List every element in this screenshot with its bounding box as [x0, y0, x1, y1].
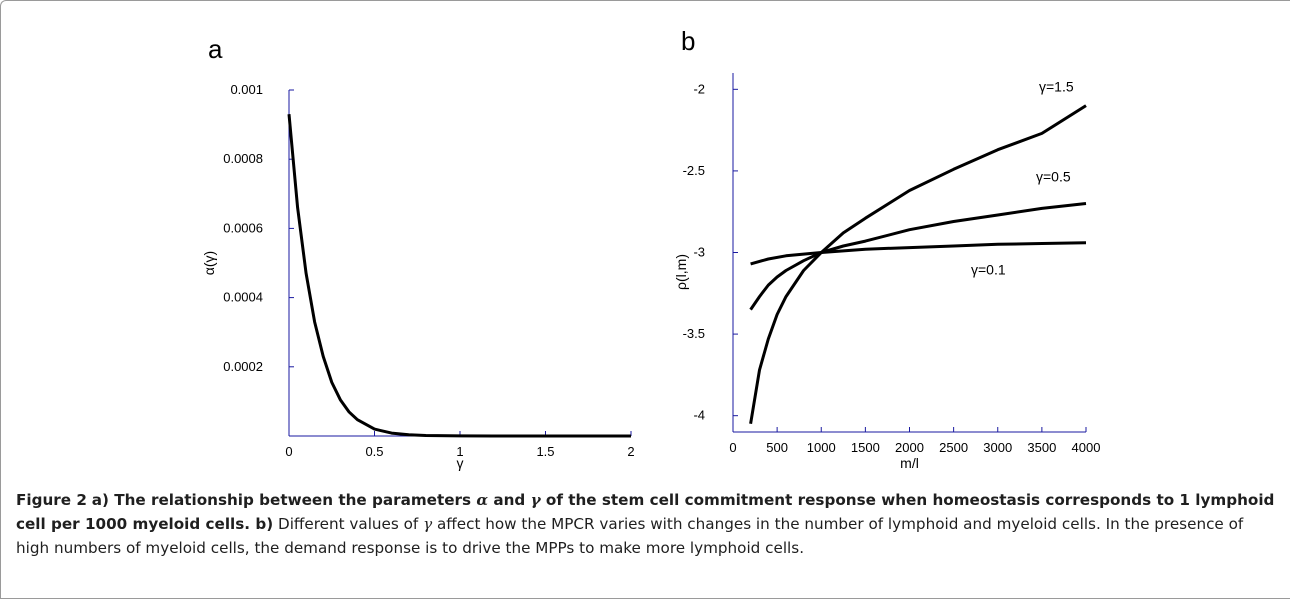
caption-alpha-symbol: α [476, 491, 489, 509]
panel-a-letter: a [208, 34, 223, 64]
caption-part-b-text-2: affect how the MPCR varies with changes … [16, 515, 1244, 557]
caption-part-b-letter: b) [250, 515, 274, 533]
caption-figure-label: Figure 2 [16, 491, 87, 509]
panel-b-x-tick-label: 3000 [983, 440, 1012, 455]
panel-a-y-tick-label: 0.0004 [223, 290, 263, 305]
panel-a-x-tick-label: 0.5 [365, 444, 383, 459]
panel-b-series-label: γ=1.5 [1039, 79, 1074, 95]
panel-a-y-tick-label: 0.0002 [223, 359, 263, 374]
panel-b-y-tick-label: -3 [693, 245, 705, 260]
caption-part-a-letter: a [91, 491, 102, 509]
caption-part-a-text-2: of the stem cell commitment response whe… [16, 491, 1275, 533]
caption-part-b-gamma: γ [423, 515, 433, 533]
panel-b-y-axis-label: ρ(l,m) [673, 254, 689, 290]
panel-b: 0 500 1000 1500 2000 2500 3000 3500 4000 -4 -3.5 -3… [673, 26, 1100, 471]
panel-b-y-tick-label: -4 [693, 408, 705, 423]
panel-a-x-tick-label: 1 [456, 444, 463, 459]
panel-b-x-tick-label: 4000 [1072, 440, 1101, 455]
panel-b-x-axis-label: m/l [900, 455, 919, 471]
caption-part-b-text-1: Different values of [273, 515, 424, 533]
panel-b-x-tick-label: 1500 [851, 440, 880, 455]
panel-b-series-line [750, 241, 1087, 266]
panel-a-x-tick-label: 2 [627, 444, 634, 459]
panel-a-series-line [287, 114, 631, 438]
panel-a-y-tick-label: 0.0006 [223, 220, 263, 235]
panel-b-x-tick-label: 2500 [939, 440, 968, 455]
panel-b-series-label: γ=0.1 [971, 262, 1006, 278]
panel-b-x-tick-label: 1000 [807, 440, 836, 455]
caption-gamma-symbol: γ [530, 491, 541, 509]
panel-a-y-tick-label: 0.001 [230, 82, 263, 97]
caption-part-a-text-1: ) The relationship between the parameter… [102, 491, 477, 509]
panel-b-y-tick-label: -3.5 [683, 326, 705, 341]
panel-a: 0 0.5 1 1.5 2 0.0002 0.0004 0.0006 0.0008 0.001 a… [201, 34, 635, 471]
panel-a-y-axis-label: α(γ) [201, 251, 217, 275]
figure-caption: Figure 2 a) The relationship between the… [16, 488, 1276, 560]
panel-b-x-tick-label: 500 [766, 440, 788, 455]
panel-b-x-tick-label: 0 [729, 440, 736, 455]
caption-and-text: and [488, 491, 531, 509]
panel-b-y-tick-label: -2 [693, 81, 705, 96]
panel-b-x-tick-label: 3500 [1027, 440, 1056, 455]
panel-b-series-label: γ=0.5 [1036, 169, 1071, 185]
panel-b-series-line [749, 202, 1087, 311]
panel-b-letter: b [681, 26, 695, 56]
panel-b-x-tick-label: 2000 [895, 440, 924, 455]
panel-b-y-tick-label: -2.5 [683, 163, 705, 178]
figure-canvas: 0 0.5 1 1.5 2 0.0002 0.0004 0.0006 0.0008 0.001 a… [201, 26, 1100, 471]
panel-a-y-tick-label: 0.0008 [223, 151, 263, 166]
panel-b-series-line [749, 104, 1087, 425]
panel-a-x-tick-label: 1.5 [536, 444, 554, 459]
panel-a-x-tick-label: 0 [285, 444, 292, 459]
panel-a-x-axis-label: γ [457, 455, 464, 471]
